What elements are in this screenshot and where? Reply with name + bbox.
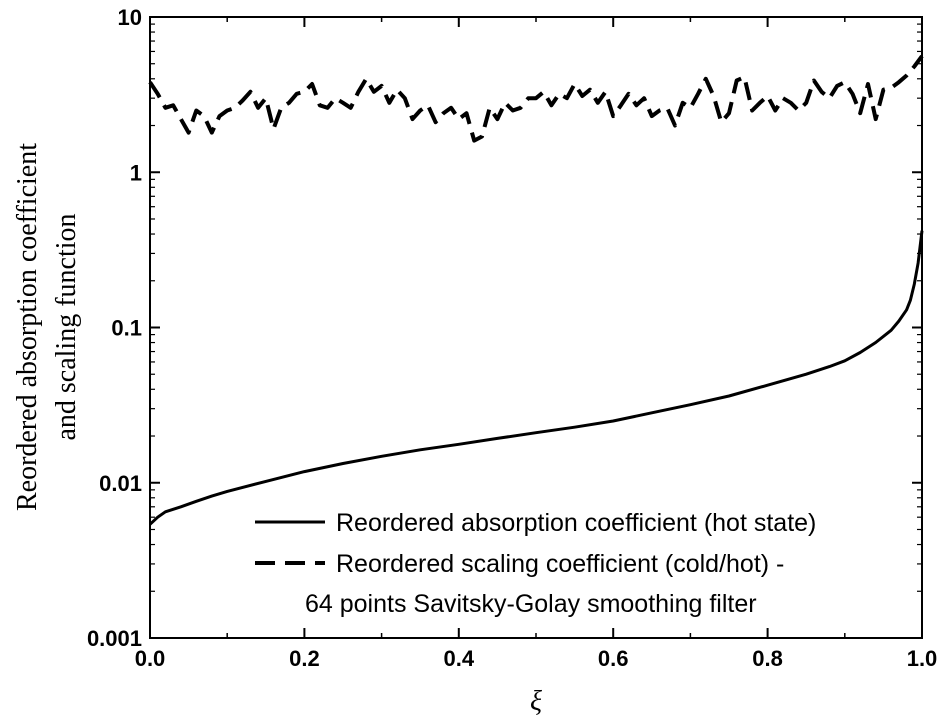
y-tick-label: 10 [118, 5, 142, 30]
series-line-scaling-coefficient [148, 54, 924, 143]
y-axis-title-line-2: and scaling function [51, 213, 82, 440]
y-tick-label: 0.01 [99, 471, 142, 496]
legend: Reordered absorption coefficient (hot st… [255, 509, 816, 618]
y-axis-title: Reordered absorption coefficient and sca… [12, 143, 82, 511]
axis-ticks [149, 16, 923, 639]
x-tick-label: 0.2 [289, 646, 320, 671]
y-tick-label: 0.001 [87, 626, 142, 651]
series-layer [148, 54, 924, 526]
x-tick-label: 0.4 [444, 646, 475, 671]
x-tick-label: 1.0 [907, 646, 938, 671]
series-line-absorption-coefficient [148, 230, 924, 526]
tick-labels: 0.0 0.2 0.4 0.6 0.8 1.0 0.001 0.01 0.1 1 10 [87, 5, 937, 671]
y-axis-title-line-1: Reordered absorption coefficient [12, 143, 43, 511]
x-tick-label: 0.6 [598, 646, 629, 671]
x-tick-label: 0.0 [135, 646, 166, 671]
y-tick-label: 1 [130, 160, 142, 185]
x-tick-label: 0.8 [752, 646, 783, 671]
legend-label-2: Reordered scaling coefficient (cold/hot)… [336, 550, 784, 578]
plot-frame [149, 16, 923, 639]
y-tick-label: 0.1 [111, 316, 142, 341]
legend-label-2-continuation: 64 points Savitsky-Golay smoothing filte… [305, 590, 757, 618]
x-axis-title: ξ [530, 686, 542, 717]
legend-label-1: Reordered absorption coefficient (hot st… [336, 509, 816, 537]
